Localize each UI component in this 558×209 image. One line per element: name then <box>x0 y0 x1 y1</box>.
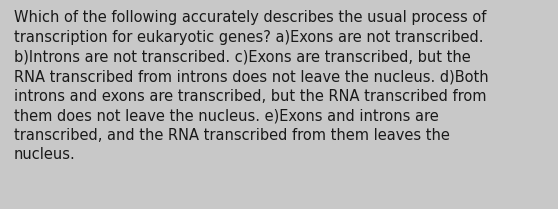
Text: Which of the following accurately describes the usual process of
transcription f: Which of the following accurately descri… <box>14 10 489 162</box>
